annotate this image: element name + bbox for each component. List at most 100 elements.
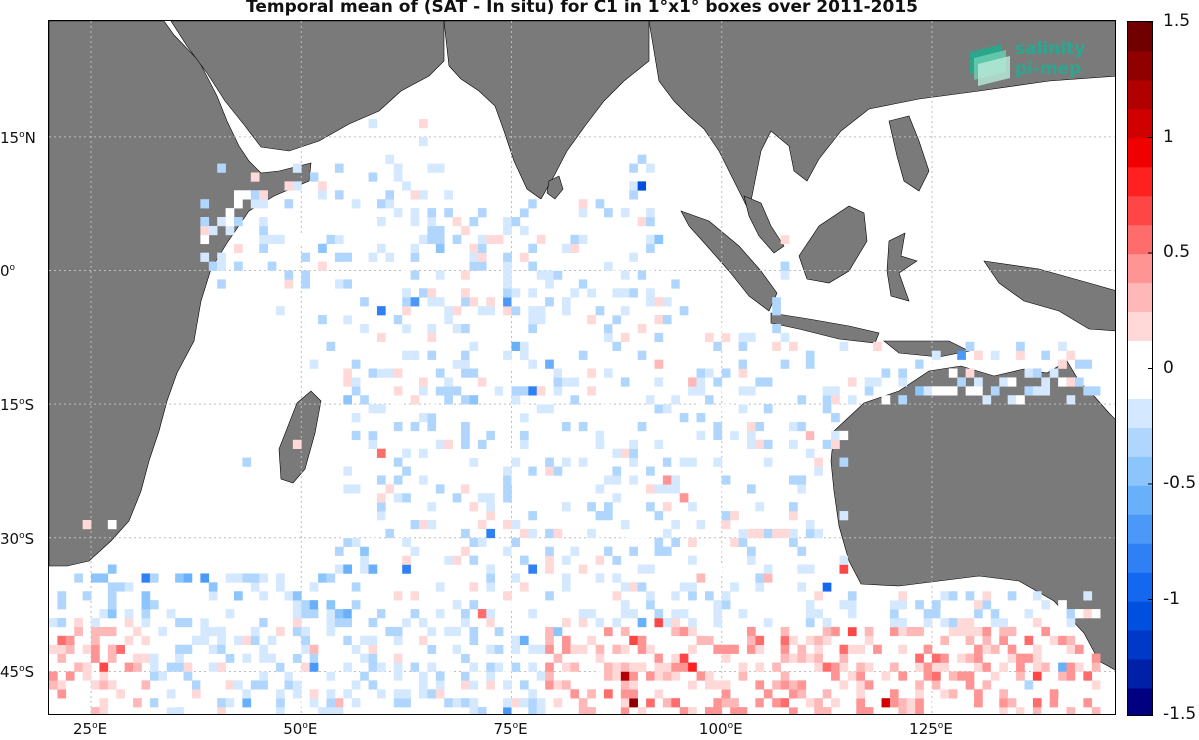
data-cell [376, 145, 386, 155]
data-cell [435, 377, 445, 387]
data-cell [948, 626, 958, 637]
data-cell [334, 163, 344, 173]
data-cell [814, 466, 823, 476]
data-cell [276, 573, 285, 583]
data-cell [570, 323, 580, 334]
data-cell [595, 573, 605, 583]
data-cell [234, 190, 243, 200]
data-cell [570, 546, 580, 556]
data-cell [679, 626, 689, 637]
data-cell [410, 208, 420, 218]
data-cell [368, 662, 378, 672]
data-cell [1032, 671, 1042, 681]
data-cell [503, 261, 512, 271]
data-cell [351, 359, 361, 369]
data-cell [419, 243, 428, 253]
data-cell [166, 609, 176, 619]
data-cell [393, 172, 403, 182]
data-cell [789, 635, 798, 646]
data-cell [772, 662, 781, 672]
data-cell [284, 199, 294, 209]
data-cell [561, 368, 571, 378]
data-cell [856, 707, 866, 714]
data-cell [284, 181, 294, 191]
data-cell [267, 261, 277, 271]
data-cell [259, 653, 268, 663]
data-cell [990, 617, 1000, 628]
data-cell [528, 359, 538, 369]
data-cell [662, 653, 672, 663]
data-cell [292, 181, 302, 191]
data-cell [393, 689, 403, 699]
data-cell [1066, 662, 1076, 672]
data-cell [477, 234, 487, 245]
data-cell [1016, 671, 1025, 681]
data-cell [604, 430, 613, 441]
data-cell [822, 582, 832, 592]
data-cell [805, 564, 815, 574]
data-cell [620, 377, 630, 387]
data-cell [545, 528, 554, 539]
data-cell [393, 653, 403, 663]
data-cell [133, 662, 142, 672]
data-cell [721, 511, 731, 521]
data-cell [999, 377, 1008, 387]
data-cell [839, 600, 849, 610]
data-cell [124, 680, 134, 690]
data-cell [292, 234, 302, 245]
data-cell [822, 662, 832, 672]
data-cell [839, 653, 849, 663]
data-cell [637, 707, 647, 714]
data-cell [503, 297, 512, 307]
data-cell [1066, 644, 1076, 654]
colorbar-step [1128, 50, 1152, 81]
data-cell [107, 707, 117, 714]
data-cell [578, 698, 588, 708]
data-cell [469, 635, 479, 646]
data-cell [57, 653, 67, 663]
colorbar-step [1128, 630, 1152, 660]
data-cell [629, 439, 638, 449]
tick-number: 30 [0, 529, 20, 548]
data-cell [494, 421, 504, 432]
data-cell [234, 217, 243, 227]
data-cell [461, 377, 470, 387]
data-cell [301, 270, 310, 280]
hemisphere: S [24, 663, 35, 682]
data-cell [276, 707, 285, 714]
data-cell [461, 288, 470, 298]
data-cell [427, 225, 437, 236]
data-cell [780, 493, 790, 503]
data-cell [292, 653, 302, 663]
data-cell [1066, 609, 1076, 619]
data-cell [385, 154, 395, 164]
data-cell [738, 528, 748, 539]
data-cell [334, 617, 344, 628]
data-cell [166, 689, 176, 699]
data-cell [368, 484, 378, 494]
data-cell [763, 377, 773, 387]
tick-number: 75 [493, 720, 513, 738]
data-cell [671, 234, 681, 245]
data-cell [881, 377, 891, 387]
hemisphere: E [518, 720, 528, 738]
data-cell [637, 644, 647, 654]
data-cell [393, 163, 403, 173]
data-cell [965, 671, 975, 681]
data-cell [519, 537, 529, 548]
data-cell [570, 288, 580, 298]
data-cell [402, 315, 411, 325]
data-cell [746, 439, 756, 449]
data-cell [999, 617, 1008, 628]
data-cell [679, 306, 689, 316]
data-cell [654, 332, 664, 343]
data-cell [511, 698, 521, 708]
data-cell [974, 653, 983, 663]
data-cell [831, 698, 840, 708]
data-cell [511, 519, 521, 530]
data-cell [822, 671, 832, 681]
data-cell [519, 404, 529, 414]
data-cell [419, 689, 428, 699]
colorbar-tick-label: 0.5 [1163, 242, 1191, 262]
data-cell [91, 707, 100, 714]
